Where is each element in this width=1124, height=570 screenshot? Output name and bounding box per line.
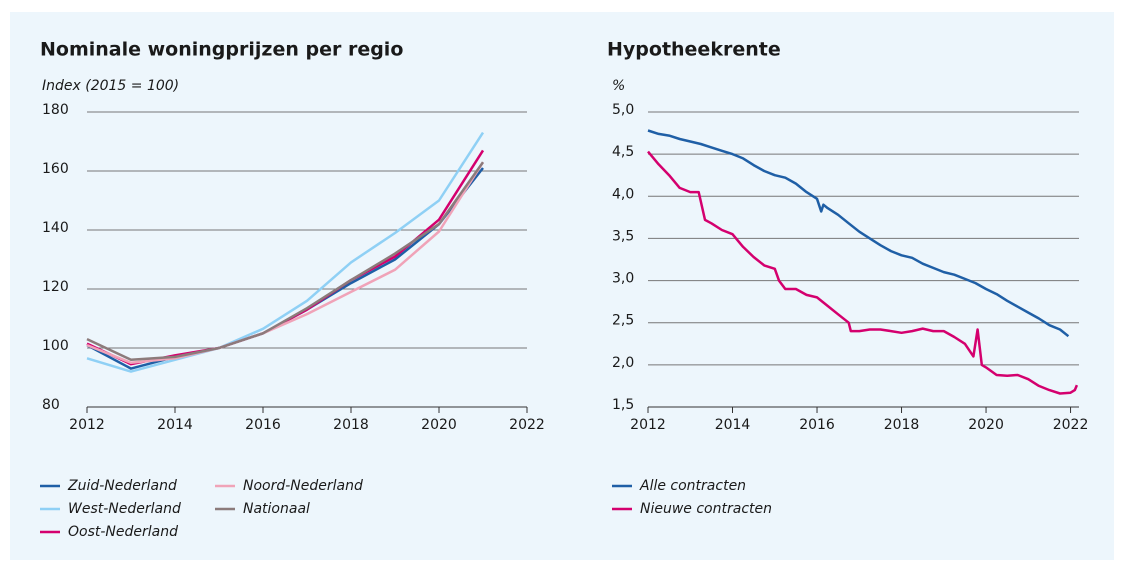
y-tick-label: 4,0 [612,186,634,202]
y-tick-label: 140 [42,220,69,236]
chart-title: Hypotheekrente [607,39,781,61]
x-tick-label: 2016 [799,417,835,433]
y-tick-label: 3,0 [612,271,634,287]
y-tick-label: 3,5 [612,228,634,244]
x-tick-label: 2016 [245,417,281,433]
series-line [647,129,1070,338]
legend-label: Nieuwe contracten [640,501,772,517]
x-tick-label: 2022 [1053,417,1089,433]
y-axis-label: % [612,78,625,94]
panel-bg [10,12,1114,560]
series-line [86,161,485,365]
series-line [86,161,485,362]
x-tick-label: 2012 [69,417,105,433]
chart-title: Nominale woningprijzen per regio [40,39,403,61]
legend-label: Noord-Nederland [243,478,363,494]
x-tick-label: 2014 [715,417,751,433]
y-tick-label: 100 [42,338,69,354]
x-tick-label: 2018 [333,417,369,433]
legend-label: Zuid-Nederland [67,478,177,494]
x-tick-label: 2014 [157,417,193,433]
legend-label: Oost-Nederland [68,524,178,540]
y-tick-label: 80 [42,397,60,413]
series-line [647,150,1079,395]
legend-label: Nationaal [243,501,310,517]
x-tick-label: 2012 [630,417,666,433]
y-tick-label: 120 [42,279,69,295]
y-tick-label: 180 [42,102,69,118]
x-tick-label: 2020 [421,417,457,433]
y-tick-label: 4,5 [612,144,634,160]
y-tick-label: 5,0 [612,102,634,118]
y-tick-label: 160 [42,161,69,177]
y-tick-label: 2,0 [612,355,634,371]
y-axis-label: Index (2015 = 100) [42,78,179,94]
y-tick-label: 1,5 [612,397,634,413]
x-tick-label: 2020 [968,417,1004,433]
legend-label: West-Nederland [68,501,181,517]
series-line [86,131,485,373]
x-tick-label: 2018 [884,417,920,433]
x-tick-label: 2022 [509,417,545,433]
y-tick-label: 2,5 [612,313,634,329]
legend-label: Alle contracten [639,478,746,494]
